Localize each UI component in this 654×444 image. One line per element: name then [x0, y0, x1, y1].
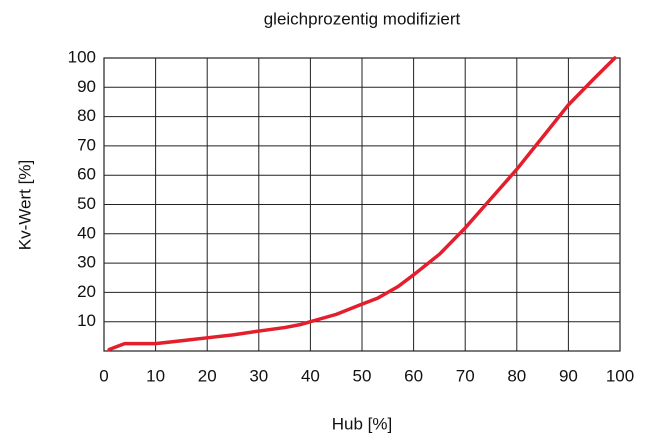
y-tick-label: 70 — [77, 135, 96, 154]
y-tick-label: 60 — [77, 165, 96, 184]
x-tick-label: 10 — [146, 366, 165, 385]
x-axis-label: Hub [%] — [332, 414, 392, 433]
y-tick-label: 20 — [77, 282, 96, 301]
y-tick-label: 40 — [77, 223, 96, 242]
x-tick-label: 70 — [456, 366, 475, 385]
x-tick-label: 50 — [353, 366, 372, 385]
x-tick-label: 30 — [249, 366, 268, 385]
y-tick-label: 90 — [77, 77, 96, 96]
x-tick-label: 100 — [606, 366, 634, 385]
y-axis-label: Kv-Wert [%] — [15, 160, 34, 250]
data-line — [107, 56, 617, 352]
x-tick-label: 80 — [507, 366, 526, 385]
chart-title: gleichprozentig modifiziert — [264, 9, 461, 28]
x-tick-label: 0 — [99, 366, 108, 385]
y-tick-label: 100 — [68, 47, 96, 66]
x-tick-label: 40 — [301, 366, 320, 385]
x-tick-label: 60 — [404, 366, 423, 385]
x-tick-label: 90 — [559, 366, 578, 385]
y-tick-label: 30 — [77, 253, 96, 272]
x-tick-label: 20 — [198, 366, 217, 385]
y-tick-label: 10 — [77, 311, 96, 330]
y-tick-label: 50 — [77, 194, 96, 213]
y-tick-label: 80 — [77, 106, 96, 125]
